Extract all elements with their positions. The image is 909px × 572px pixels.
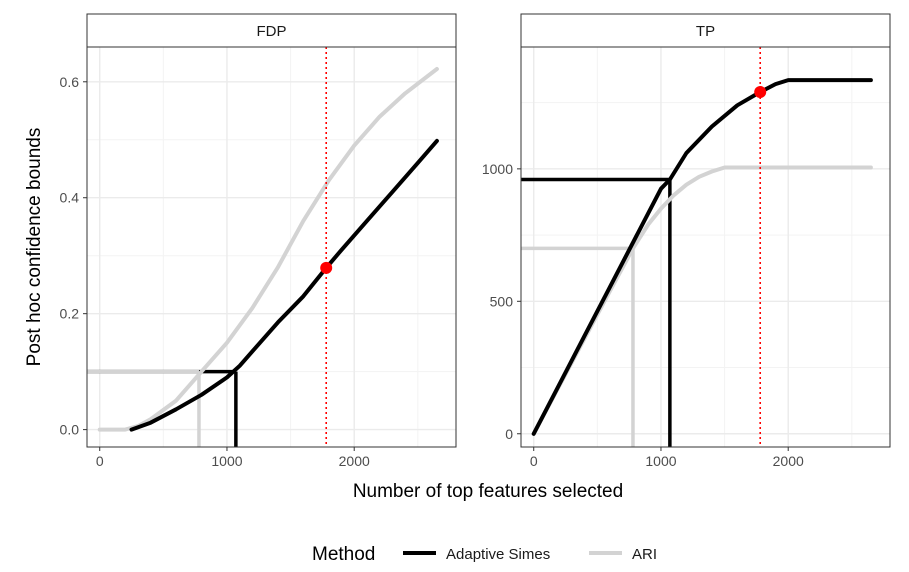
plot-fdp (87, 47, 456, 447)
y-tick-label: 0.2 (60, 306, 80, 322)
y-tick-label: 1000 (482, 161, 513, 177)
x-tick-label: 2000 (339, 453, 370, 469)
panel-tp: TP (520, 13, 891, 448)
legend-title: Method (312, 544, 375, 565)
plot-border-tp (520, 46, 891, 448)
x-tick-label: 1000 (645, 453, 676, 469)
y-axis-title: Post hoc confidence bounds (24, 128, 45, 367)
x-axis-title: Number of top features selected (353, 481, 623, 502)
panel-fdp: FDP (86, 13, 457, 448)
x-tick-label: 2000 (773, 453, 804, 469)
highlight-point-tp (754, 86, 767, 99)
x-tick-label: 0 (530, 453, 538, 469)
y-tick-label: 0.4 (60, 190, 80, 206)
plot-area-fdp (87, 47, 456, 447)
strip-label-fdp: FDP (257, 23, 287, 40)
x-tick-label: 0 (96, 453, 104, 469)
plot-tp (521, 47, 890, 447)
strip-label-tp: TP (696, 23, 715, 40)
series-line-adaptive-simes-fdp (129, 138, 439, 432)
legend-label-adaptive-simes: Adaptive Simes (446, 546, 550, 563)
series-line-adaptive-simes-tp (531, 78, 873, 436)
plot-border-fdp (86, 46, 457, 448)
legend: Method Adaptive Simes ARI (312, 544, 657, 565)
legend-label-ari: ARI (632, 546, 657, 563)
y-tick-label: 0 (505, 426, 513, 442)
y-tick-label: 0.6 (60, 74, 80, 90)
strip-tp (520, 13, 891, 48)
x-tick-label: 1000 (211, 453, 242, 469)
strip-fdp (86, 13, 457, 48)
highlight-point-fdp (320, 261, 333, 274)
y-tick-label: 0.0 (60, 422, 80, 438)
y-tick-label: 500 (490, 293, 514, 309)
